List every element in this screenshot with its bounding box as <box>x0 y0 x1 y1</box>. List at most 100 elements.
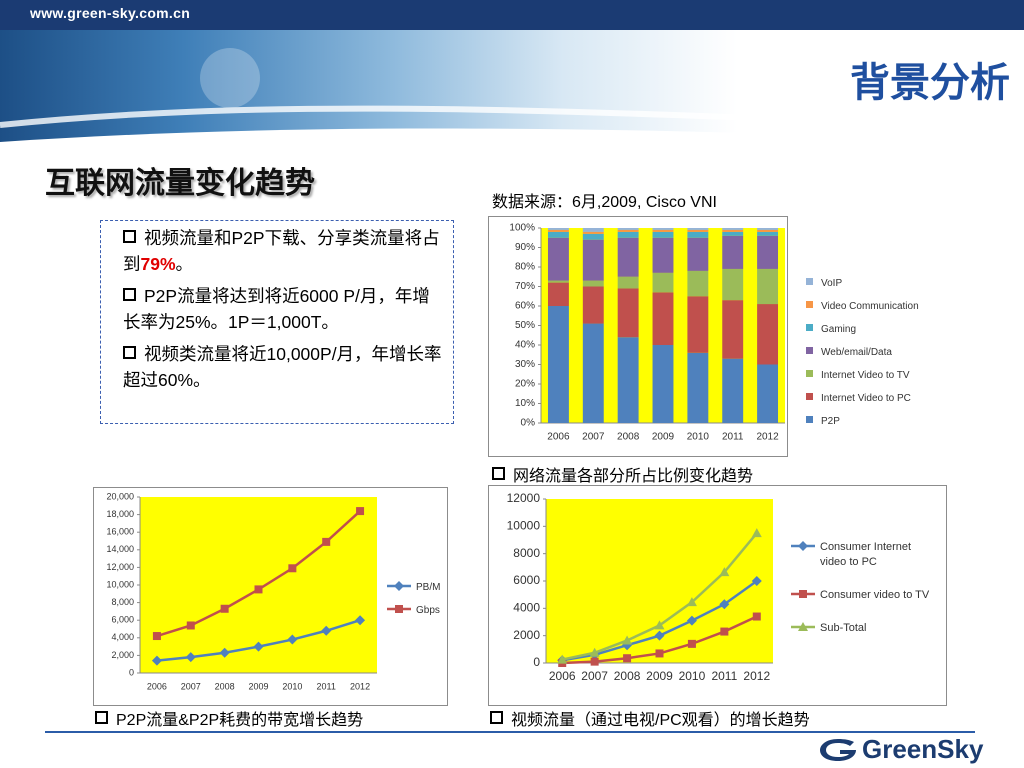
legend-label: Sub-Total <box>820 622 867 634</box>
bar-segment <box>652 237 674 273</box>
y-tick-label: 100% <box>509 223 535 234</box>
bar-segment <box>722 228 744 230</box>
marker <box>751 528 762 538</box>
bar-segment <box>722 235 744 269</box>
marker <box>654 620 665 630</box>
caption: 网络流量各部分所占比例变化趋势 <box>492 462 753 486</box>
data-source: 数据来源：6月,2009, Cisco VNI <box>492 194 717 211</box>
marker <box>395 605 403 613</box>
legend-item: VoIP <box>805 276 945 291</box>
marker <box>254 585 263 594</box>
legend-item: Web/email/Data <box>805 345 945 360</box>
swatch <box>806 324 813 331</box>
marker <box>253 641 264 652</box>
y-tick-label: 10000 <box>507 519 541 533</box>
y-tick-label: 20% <box>515 379 535 390</box>
x-tick-label: 2011 <box>711 669 737 683</box>
x-tick-label: 2012 <box>350 681 370 691</box>
bar-segment <box>617 229 639 232</box>
y-tick-label: 70% <box>515 281 535 292</box>
y-tick-label: 6000 <box>513 573 540 587</box>
x-tick-label: 2009 <box>248 681 268 691</box>
bullet-text: 视频流量和P2P下载、分享类流量将占到 <box>123 228 440 274</box>
marker <box>287 634 298 645</box>
caption-text: P2P流量&P2P耗费的带宽增长趋势 <box>116 712 364 729</box>
y-tick-label: 90% <box>515 242 535 253</box>
legend-item: PB/M <box>386 580 446 595</box>
marker <box>751 576 762 586</box>
swatch <box>806 370 813 377</box>
bullet-text: 视频类流量将近10,000P/月，年增长率超过60%。 <box>123 344 442 390</box>
legend-item: Consumer Internet video to PC <box>790 540 940 570</box>
x-tick-label: 2006 <box>547 432 570 443</box>
bar-segment <box>652 272 674 293</box>
legend-item: Video Communication <box>805 299 945 314</box>
bullet: 视频类流量将近10,000P/月，年增长率超过60%。 <box>123 341 447 393</box>
marker <box>798 622 808 631</box>
legend-label: Internet Video to PC <box>821 393 911 404</box>
swatch <box>806 416 813 423</box>
legend: PB/M Gbps <box>386 580 446 618</box>
marker <box>798 541 808 551</box>
legend: Consumer Internet video to PC Consumer vi… <box>790 540 940 636</box>
x-tick-label: 2011 <box>722 432 744 443</box>
marker <box>655 649 664 658</box>
bar-segment <box>582 286 604 324</box>
legend-swatch <box>806 416 813 423</box>
section-title: 互联网流量变化趋势 <box>45 167 315 200</box>
y-tick-label: 40% <box>515 340 535 351</box>
bar-segment <box>547 306 569 423</box>
x-tick-label: 2012 <box>743 669 770 683</box>
marker <box>220 604 229 613</box>
y-tick-label: 10,000 <box>106 579 134 589</box>
bar-segment <box>617 288 639 338</box>
bar-segment <box>652 231 674 238</box>
slide-title: 背景分析 <box>850 61 1010 105</box>
bar-segment <box>757 231 779 236</box>
footer-line <box>45 731 975 733</box>
marker <box>719 567 730 577</box>
x-tick-label: 2011 <box>317 681 336 691</box>
marker <box>151 655 162 666</box>
bar-segment <box>582 280 604 287</box>
highlight: 79% <box>140 254 176 274</box>
bar-segment <box>757 268 779 305</box>
bar-segment <box>722 300 744 359</box>
bar-segment <box>582 228 604 232</box>
caption: 视频流量（通过电视/PC观看）的增长趋势 <box>490 706 810 730</box>
bar-segment <box>757 228 779 230</box>
legend-item: Sub-Total <box>790 621 940 636</box>
banner-wave <box>0 48 1024 145</box>
legend-swatch <box>387 605 411 613</box>
bar-segment <box>547 237 569 281</box>
legend-label: Web/email/Data <box>821 347 892 358</box>
marker <box>185 652 196 663</box>
y-tick-label: 2,000 <box>111 650 134 660</box>
marker <box>394 581 404 591</box>
bar-segment <box>722 231 744 236</box>
legend-swatch <box>806 347 813 354</box>
bar-segment <box>757 235 779 269</box>
marker <box>590 657 599 666</box>
marker <box>152 632 161 641</box>
marker <box>557 654 568 664</box>
bar-segment <box>687 229 709 232</box>
marker <box>686 597 697 607</box>
y-tick-label: 50% <box>515 320 535 331</box>
marker <box>622 635 633 645</box>
x-tick-label: 2008 <box>617 432 640 443</box>
bar-segment <box>687 231 709 238</box>
caption: P2P流量&P2P耗费的带宽增长趋势 <box>95 706 363 730</box>
y-tick-label: 14,000 <box>106 544 134 554</box>
legend-label: Gbps <box>416 605 440 616</box>
x-tick-label: 2010 <box>679 669 706 683</box>
bar-segment <box>582 323 604 423</box>
bar-segment <box>582 239 604 281</box>
marker <box>686 615 697 626</box>
y-tick-label: 0 <box>129 667 134 677</box>
x-tick-label: 2010 <box>282 681 302 691</box>
swatch <box>806 301 813 308</box>
y-tick-label: 8,000 <box>111 597 134 607</box>
y-tick-label: 6,000 <box>111 615 134 625</box>
bar-segment <box>757 304 779 365</box>
